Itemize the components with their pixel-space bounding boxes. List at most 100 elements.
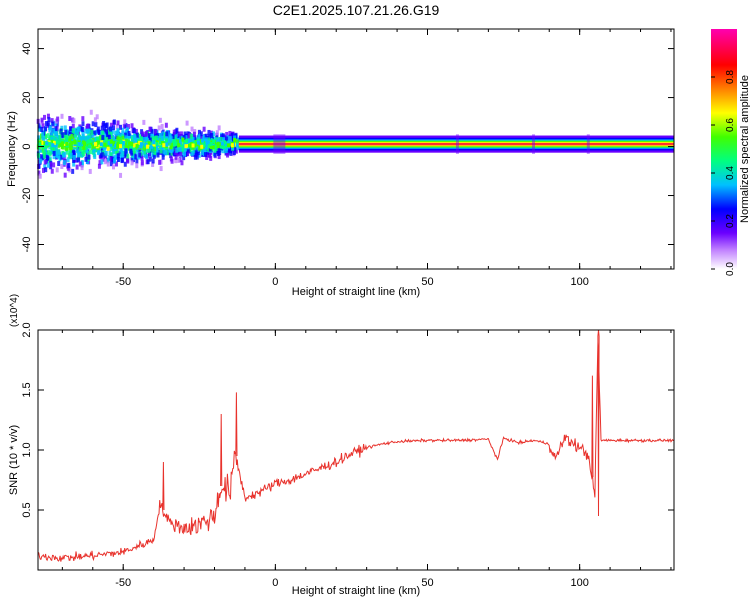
spectrogram-cell (186, 147, 190, 153)
spectrogram-cell (143, 149, 147, 155)
figure-title: C2E1.2025.107.21.26.G19 (273, 2, 440, 18)
spectrogram-cell (109, 131, 113, 137)
spectrogram-cell (201, 138, 205, 143)
spectrogram-cell (140, 160, 144, 166)
spectrogram-cell (214, 142, 218, 147)
snr-x-tick-label: 50 (421, 577, 433, 589)
spectrogram-cell (146, 159, 150, 165)
colorbar-tick-label: 0.8 (725, 70, 736, 84)
spectrogram-cell (154, 135, 158, 141)
spectrogram-cell (70, 140, 74, 145)
spectrogram-cell (97, 150, 101, 156)
spectrogram-cell (80, 160, 84, 166)
spectrogram-cell (41, 140, 45, 145)
spectrogram-cell (213, 145, 217, 150)
spectrogram-cell (178, 146, 182, 152)
spectrogram-cell (214, 150, 218, 156)
spectrogram-cell (81, 116, 85, 122)
spectrogram-cell (46, 152, 50, 158)
spectrogram-cell (44, 126, 48, 132)
spectrogram-cell (87, 144, 91, 149)
spectrogram-cell (91, 121, 95, 127)
spectrogram-cell (52, 162, 56, 168)
spectrogram-cell (162, 149, 166, 155)
spectrogram-cell (179, 151, 183, 157)
spectrogram-cell (62, 160, 66, 166)
spectrogram-cell (138, 140, 142, 145)
spectrogram-cell (37, 152, 41, 158)
spectrogram-cell (47, 117, 51, 123)
spectrogram-cell (119, 144, 123, 149)
spectrogram-cell (64, 129, 68, 135)
spectrogram-cell (183, 146, 187, 152)
spectrogram-cell (65, 149, 69, 155)
spectrogram-cell (104, 135, 108, 141)
spectrogram-cell (67, 153, 71, 159)
spectrogram-cell (179, 131, 183, 137)
spectrogram-cell (147, 147, 151, 153)
spectrogram-cell (52, 150, 56, 156)
spectrogram-cell (89, 109, 93, 115)
spectrogram-cell (109, 142, 113, 147)
spectrogram-cell (164, 122, 168, 128)
spectrogram-cell (91, 134, 95, 140)
spectrogram-cell (112, 125, 116, 131)
spectrogram-y-label: Frequency (Hz) (6, 111, 18, 187)
spectrogram-cell (169, 145, 173, 150)
spectrogram-cell (77, 142, 81, 147)
spectrogram-cell (192, 131, 196, 137)
spectrogram-cell (57, 143, 61, 149)
spectrogram-cell (174, 154, 178, 160)
spectrogram-cell (83, 136, 87, 142)
spectrogram-cell (60, 163, 64, 169)
spectrogram-cell (86, 142, 90, 147)
spectrogram-cell (157, 125, 161, 131)
spectrogram-cell (102, 156, 106, 162)
spectrogram-cell (176, 144, 180, 150)
spectrogram-x-tick-label: 50 (421, 276, 433, 288)
colorbar-tick-label: 0.6 (725, 118, 736, 132)
spectrogram-cell (197, 129, 201, 135)
spectrogram-cell (100, 159, 104, 165)
spectrogram-cell (60, 154, 64, 160)
spectrogram-cell (77, 157, 81, 163)
spectrogram-cell (101, 130, 105, 136)
spectrogram-cell (184, 135, 188, 141)
spectrogram-cell (208, 152, 212, 158)
spectrogram-cell (224, 148, 228, 154)
spectrogram-cell (159, 132, 163, 138)
spectrogram-cell (216, 141, 220, 146)
spectrogram-cell (198, 142, 202, 148)
spectrogram-cell (60, 141, 64, 146)
spectrogram-cell (155, 148, 159, 154)
spectrogram-cell (106, 161, 110, 167)
spectrogram-cell (189, 133, 193, 139)
spectrogram-cell (164, 138, 168, 143)
spectrogram-panel: -50 0 50 100 -40 -20 0 20 40 Height of straight… (6, 28, 675, 298)
spectrogram-y-tick-label: 20 (21, 91, 33, 103)
spectrogram-cell (159, 140, 163, 145)
spectrogram-cell (140, 155, 144, 161)
spectrogram-cell (161, 154, 165, 160)
spectrogram-cell (196, 146, 200, 152)
spectrogram-cell (105, 129, 109, 135)
spectrogram-cell (169, 133, 173, 139)
spectrogram-cell (201, 135, 205, 141)
spectrogram-x-tick-label: 0 (272, 276, 278, 288)
spectrogram-cell (65, 135, 69, 141)
spectrogram-cell (169, 156, 173, 162)
spectrogram-cell (188, 147, 192, 153)
spectrogram-cell (49, 162, 53, 168)
spectrogram-cell (73, 132, 77, 138)
spectrogram-cell (226, 141, 230, 146)
spectrogram-cell (164, 146, 168, 152)
spectrogram-cell (236, 143, 240, 148)
spectrogram-cell (52, 146, 56, 152)
spectrogram-cell (80, 136, 84, 142)
spectrogram-cell (236, 145, 240, 151)
spectrogram-cell (98, 160, 102, 166)
spectrogram-cell (104, 123, 108, 129)
spectrogram-cell (207, 137, 211, 143)
spectrogram-cell (132, 147, 136, 153)
spectrogram-cell (98, 129, 102, 135)
